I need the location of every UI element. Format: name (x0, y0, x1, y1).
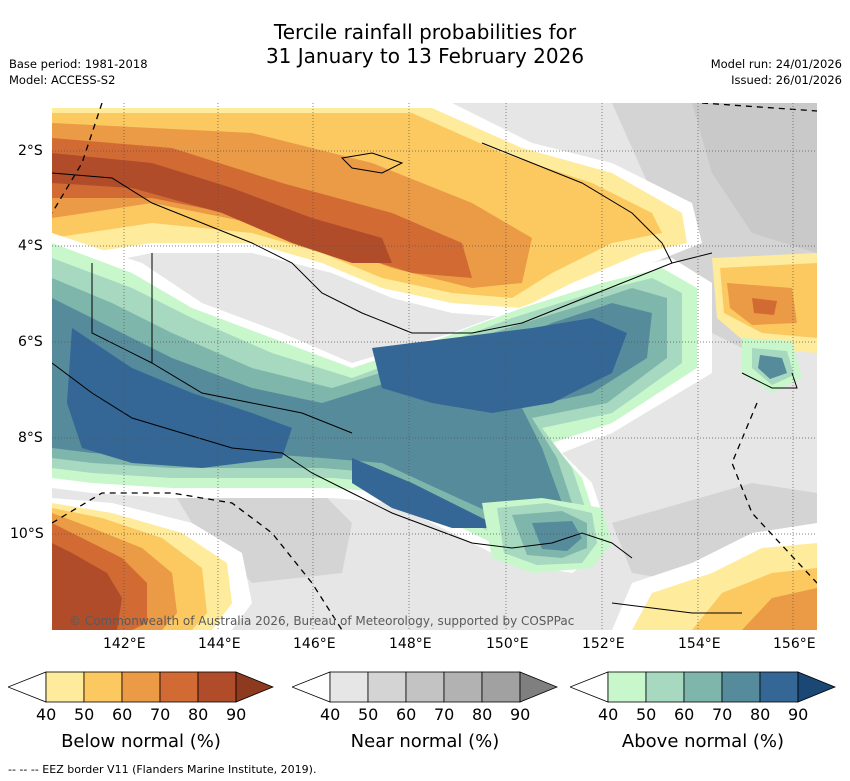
below-tick-50: 50 (74, 705, 95, 724)
below-normal-southeast-patch (612, 523, 817, 630)
near-normal-colorbar (292, 671, 558, 703)
near-tick-50: 50 (358, 705, 379, 724)
map-title-line2: 31 January to 13 February 2026 (265, 44, 585, 68)
near-normal-colorbar-over-triangle (519, 671, 558, 703)
below-tick-80: 80 (188, 705, 209, 724)
near-tick-70: 70 (434, 705, 455, 724)
model-run: Model run: 24/01/2026 (710, 57, 842, 71)
lon-tick-142e: 142°E (103, 636, 146, 652)
lon-tick-144e: 144°E (198, 636, 241, 652)
lon-tick-148e: 148°E (389, 636, 432, 652)
lon-tick-154e: 154°E (678, 636, 721, 652)
below-normal-colorbar-segment (159, 671, 199, 703)
map-title-line1: Tercile rainfall probabilities for (273, 20, 577, 44)
near-normal-colorbar-segment (367, 671, 407, 703)
near-normal-label: Near normal (%) (350, 731, 500, 752)
lat-tick-10s: 10°S (10, 526, 44, 542)
below-normal-colorbar-segment (121, 671, 161, 703)
below-normal-label: Below normal (%) (61, 731, 221, 752)
below-normal-colorbar-segment (45, 671, 85, 703)
lon-tick-152e: 152°E (582, 636, 625, 652)
above-normal-colorbar-segment (607, 671, 647, 703)
below-tick-60: 60 (112, 705, 133, 724)
above-normal-colorbar-segment (683, 671, 723, 703)
below-normal-colorbar-segment (83, 671, 123, 703)
lat-tick-8s: 8°S (18, 430, 43, 446)
near-tick-60: 60 (396, 705, 417, 724)
below-tick-90: 90 (226, 705, 247, 724)
above-normal-colorbar (570, 671, 836, 703)
lat-tick-6s: 6°S (18, 334, 43, 350)
below-normal-colorbar-segment (197, 671, 237, 703)
above-tick-90: 90 (788, 705, 809, 724)
eez-border (52, 103, 817, 630)
above-tick-80: 80 (750, 705, 771, 724)
near-normal-colorbar-under-triangle (292, 671, 331, 703)
map-copyright: © Commonwealth of Australia 2026, Bureau… (69, 614, 575, 628)
above-normal-colorbar-segment (759, 671, 799, 703)
lat-tick-4s: 4°S (18, 238, 43, 254)
below-tick-70: 70 (150, 705, 171, 724)
eez-footnote: -- -- -- EEZ border V11 (Flanders Marine… (8, 763, 317, 776)
lon-tick-150e: 150°E (486, 636, 529, 652)
near-tick-40: 40 (320, 705, 341, 724)
graticule (52, 103, 817, 630)
above-normal-east-blob (742, 338, 802, 393)
below-normal-north-band (52, 103, 702, 318)
below-normal-colorbar (8, 671, 274, 703)
near-tick-80: 80 (472, 705, 493, 724)
below-normal-colorbar-under-triangle (8, 671, 47, 703)
below-normal-colorbar-over-triangle (235, 671, 274, 703)
lon-tick-146e: 146°E (293, 636, 336, 652)
near-normal-colorbar-segment (481, 671, 521, 703)
below-normal-southwest-patch (52, 498, 252, 630)
above-normal-colorbar-segment (721, 671, 761, 703)
near-normal-colorbar-segment (405, 671, 445, 703)
above-normal-southeast-blob (482, 498, 612, 573)
near-tick-90: 90 (510, 705, 531, 724)
above-normal-colorbar-under-triangle (570, 671, 609, 703)
below-tick-40: 40 (36, 705, 57, 724)
model-name: Model: ACCESS-S2 (9, 73, 116, 87)
above-tick-50: 50 (636, 705, 657, 724)
above-tick-60: 60 (674, 705, 695, 724)
above-normal-main-region (52, 233, 712, 573)
near-normal-colorbar-segment (329, 671, 369, 703)
above-tick-70: 70 (712, 705, 733, 724)
above-tick-40: 40 (598, 705, 619, 724)
above-normal-label: Above normal (%) (621, 731, 785, 752)
lat-tick-2s: 2°S (18, 143, 43, 159)
base-period: Base period: 1981-2018 (9, 57, 148, 71)
coastlines (52, 142, 798, 614)
issued-date: Issued: 26/01/2026 (731, 73, 842, 87)
lon-tick-156e: 156°E (773, 636, 816, 652)
above-normal-colorbar-over-triangle (797, 671, 836, 703)
near-normal-colorbar-segment (443, 671, 483, 703)
above-normal-colorbar-segment (645, 671, 685, 703)
rainfall-probability-map (52, 103, 817, 630)
